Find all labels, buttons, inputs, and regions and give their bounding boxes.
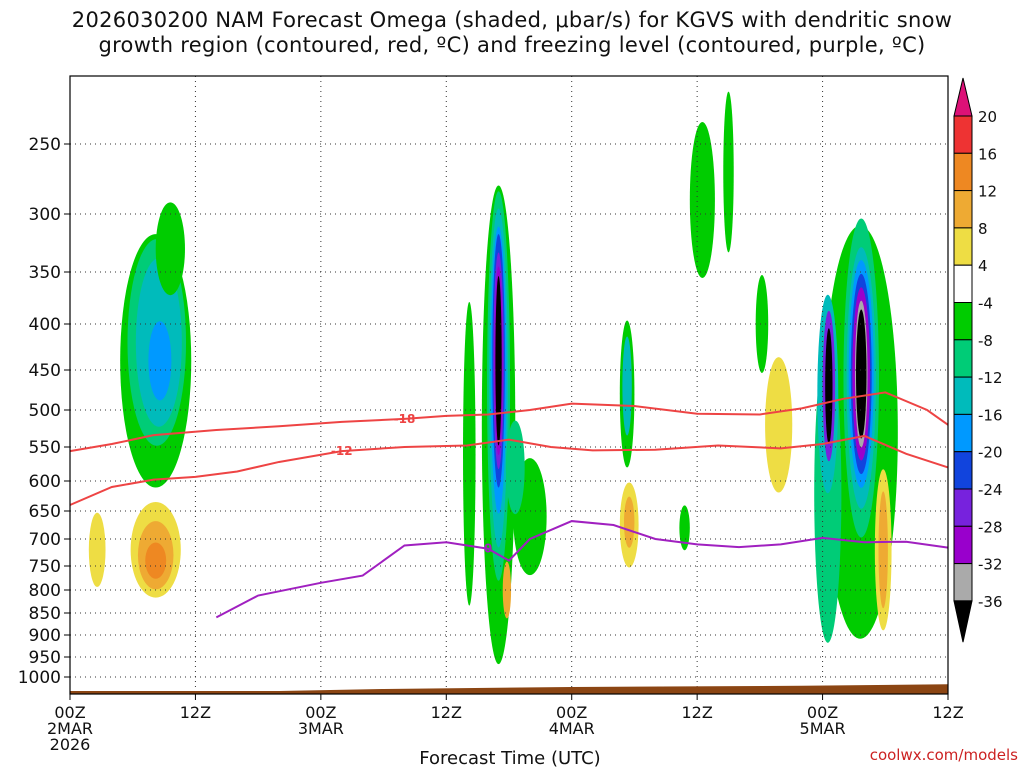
colorbar-label-4: 4	[978, 257, 988, 275]
x-axis-label: Forecast Time (UTC)	[419, 748, 600, 768]
omega-mar2-downward-small	[88, 512, 106, 587]
colorbar-swatch-4	[953, 264, 973, 304]
colorbar: 20 16 12 8 4 -4 -8 -12 -16 -20 -24 -28 -32 -36	[953, 77, 1003, 643]
x-tick-label-84-1: 12Z	[932, 703, 963, 722]
colorbar-swatch-10	[953, 488, 973, 527]
y-tick-label-250: 250	[29, 135, 61, 155]
y-tick-label-900: 900	[29, 626, 61, 646]
axes-layer	[69, 75, 949, 695]
contour-label-0C: 0	[484, 542, 492, 556]
colorbar-swatch-8	[953, 413, 973, 453]
omega-shading-layer	[88, 91, 898, 665]
x-tick-label-0-2: 2MAR	[47, 719, 93, 738]
colorbar-label-5: -4	[978, 295, 993, 313]
terrain-ground	[70, 684, 948, 694]
contour-layer: -18 -12 0	[69, 391, 949, 619]
colorbar-swatch-1	[953, 152, 973, 192]
x-tick-label-60-1: 12Z	[681, 703, 712, 722]
colorbar-swatch-11	[953, 525, 973, 565]
omega-mar4-late-downward	[765, 357, 793, 493]
x-tick-label-36-1: 12Z	[431, 703, 462, 722]
x-tick-label-0-1: 00Z	[54, 703, 85, 722]
y-tick-labels: 2503003504004505005506006507007508008509…	[18, 135, 70, 688]
omega-mar3-lower-g8	[505, 420, 525, 515]
colorbar-swatch-0	[953, 115, 973, 154]
y-tick-label-450: 450	[29, 361, 61, 381]
colorbar-top-arrow	[953, 77, 973, 117]
colorbar-swatch-2	[953, 190, 973, 229]
contour-0C	[215, 520, 949, 619]
omega-mar4-upper-right	[723, 91, 734, 253]
terrain-layer	[70, 684, 948, 694]
y-tick-label-550: 550	[29, 438, 61, 458]
colorbar-swatch-7	[953, 376, 973, 415]
y-tick-label-750: 750	[29, 557, 61, 577]
omega-mar3-lower-downward	[502, 561, 512, 619]
colorbar-label-1: 16	[978, 145, 997, 163]
y-tick-label-350: 350	[29, 263, 61, 283]
y-tick-label-850: 850	[29, 604, 61, 624]
y-tick-label-600: 600	[29, 472, 61, 492]
contour-label--12C: -12	[331, 444, 353, 458]
x-tick-label-48-2: 4MAR	[549, 719, 595, 738]
omega-mar4-upper-small	[755, 275, 769, 373]
omega-mar5-left-core	[825, 328, 833, 444]
omega-mar4-upward-core	[622, 336, 632, 436]
omega-mar4-low-green	[679, 505, 690, 551]
colorbar-swatch-9	[953, 451, 973, 490]
x-tick-label-24-1: 00Z	[305, 703, 336, 722]
omega-mar4-upper-left	[689, 122, 715, 278]
chart-title-line-2: growth region (contoured, red, ºC) and f…	[98, 33, 926, 57]
omega-mar2-downward-peak	[145, 542, 167, 579]
colorbar-swatch-3	[953, 227, 973, 266]
omega-mar2-upward-core	[148, 321, 172, 401]
colorbar-swatch-12	[953, 563, 973, 602]
colorbar-bottom-arrow	[953, 600, 973, 643]
colorbar-label-3: 8	[978, 220, 988, 238]
colorbar-label-9: -20	[978, 444, 1003, 462]
x-tick-label-24-2: 3MAR	[298, 719, 344, 738]
chart-title-line-1: 2026030200 NAM Forecast Omega (shaded, μ…	[71, 8, 953, 32]
y-tick-label-500: 500	[29, 401, 61, 421]
omega-mar5-downward-core	[878, 491, 888, 609]
y-tick-label-1000: 1000	[18, 668, 61, 688]
omega-mar3-column-core	[495, 275, 502, 446]
omega-mar4-downward-core	[623, 496, 635, 548]
contour-label--18C: -18	[394, 412, 416, 426]
plot-frame	[69, 75, 949, 695]
colorbar-swatch-6	[953, 339, 973, 378]
contour--18C	[69, 391, 949, 453]
y-tick-label-650: 650	[29, 502, 61, 522]
x-tick-label-72-2: 5MAR	[800, 719, 846, 738]
colorbar-label-0: 20	[978, 108, 997, 126]
omega-mar2-upward-top	[155, 202, 185, 296]
colorbar-swatch-5	[953, 302, 973, 341]
y-tick-label-800: 800	[29, 581, 61, 601]
colorbar-label-11: -28	[978, 518, 1003, 536]
credit-link[interactable]: coolwx.com/models	[870, 746, 1018, 764]
colorbar-label-13: -36	[978, 593, 1003, 611]
omega-mar5-right-core	[856, 309, 867, 439]
colorbar-label-12: -32	[978, 556, 1003, 574]
x-tick-label-0-3: 2026	[50, 735, 91, 754]
colorbar-label-2: 12	[978, 183, 997, 201]
colorbar-label-6: -8	[978, 332, 993, 350]
contour--12C	[69, 434, 949, 506]
omega-mar3-side-upward	[463, 302, 476, 606]
x-tick-label-48-1: 00Z	[556, 703, 587, 722]
y-tick-label-300: 300	[29, 205, 61, 225]
x-tick-label-12-1: 12Z	[180, 703, 211, 722]
colorbar-label-10: -24	[978, 481, 1003, 499]
y-tick-label-400: 400	[29, 315, 61, 335]
y-tick-label-700: 700	[29, 530, 61, 550]
y-tick-label-950: 950	[29, 648, 61, 668]
colorbar-label-8: -16	[978, 406, 1003, 424]
x-tick-label-72-1: 00Z	[807, 703, 838, 722]
colorbar-label-7: -12	[978, 369, 1003, 387]
